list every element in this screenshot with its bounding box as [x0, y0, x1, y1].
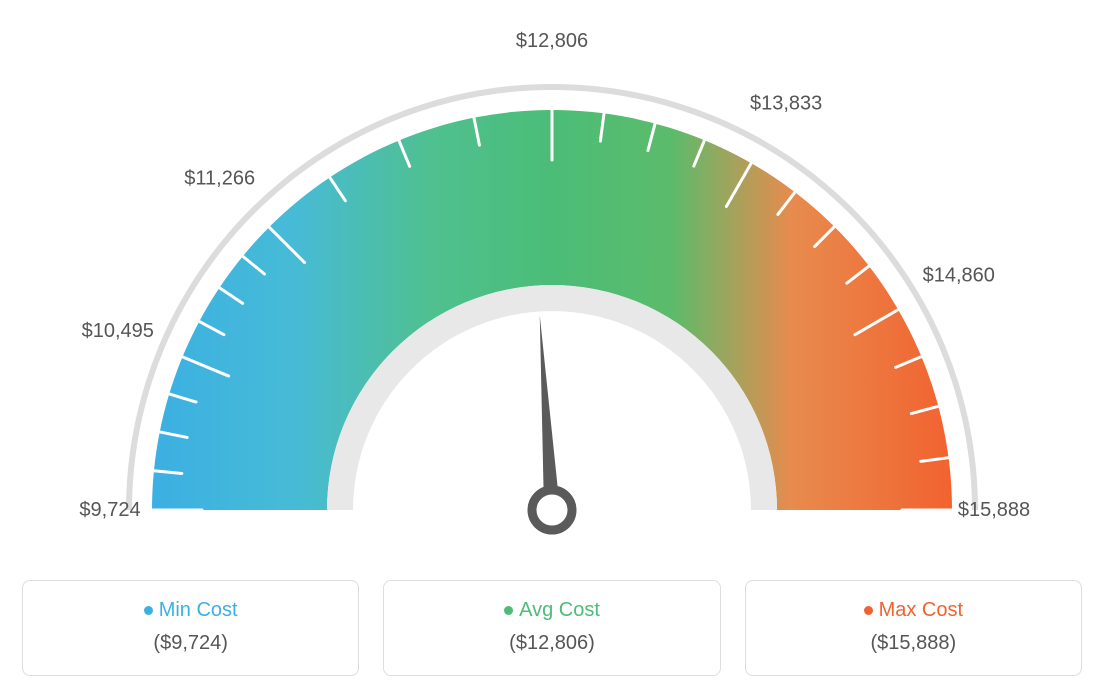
legend-title-avg: Avg Cost: [394, 599, 709, 622]
gauge-needle-base: [532, 490, 572, 530]
gauge-tick-label: $10,495: [82, 320, 154, 342]
legend-card-max: Max Cost ($15,888): [745, 580, 1082, 676]
legend-dot-icon: [504, 606, 513, 615]
gauge-needle: [540, 315, 560, 510]
legend-dot-icon: [144, 606, 153, 615]
legend-label: Min Cost: [159, 599, 238, 621]
legend-row: Min Cost ($9,724) Avg Cost ($12,806) Max Cos…: [22, 580, 1082, 676]
gauge-tick-label: $9,724: [79, 499, 140, 521]
gauge-tick-label: $14,860: [923, 265, 995, 287]
legend-value: ($9,724): [33, 632, 348, 655]
legend-title-max: Max Cost: [756, 599, 1071, 622]
gauge-svg: $9,724 $10,495 $11,266 $12,806 $13,833 $14,86…: [22, 20, 1082, 560]
gauge-tick-label: $11,266: [184, 168, 255, 190]
legend-card-avg: Avg Cost ($12,806): [383, 580, 720, 676]
legend-dot-icon: [864, 606, 873, 615]
gauge-chart: $9,724 $10,495 $11,266 $12,806 $13,833 $14,86…: [22, 20, 1082, 560]
legend-title-min: Min Cost: [33, 599, 348, 622]
gauge-tick-label: $12,806: [516, 30, 588, 52]
legend-label: Max Cost: [879, 599, 963, 621]
gauge-tick-label: $13,833: [750, 92, 822, 114]
legend-value: ($15,888): [756, 632, 1071, 655]
legend-card-min: Min Cost ($9,724): [22, 580, 359, 676]
legend-label: Avg Cost: [519, 599, 600, 621]
legend-value: ($12,806): [394, 632, 709, 655]
gauge-tick-label: $15,888: [958, 499, 1030, 521]
